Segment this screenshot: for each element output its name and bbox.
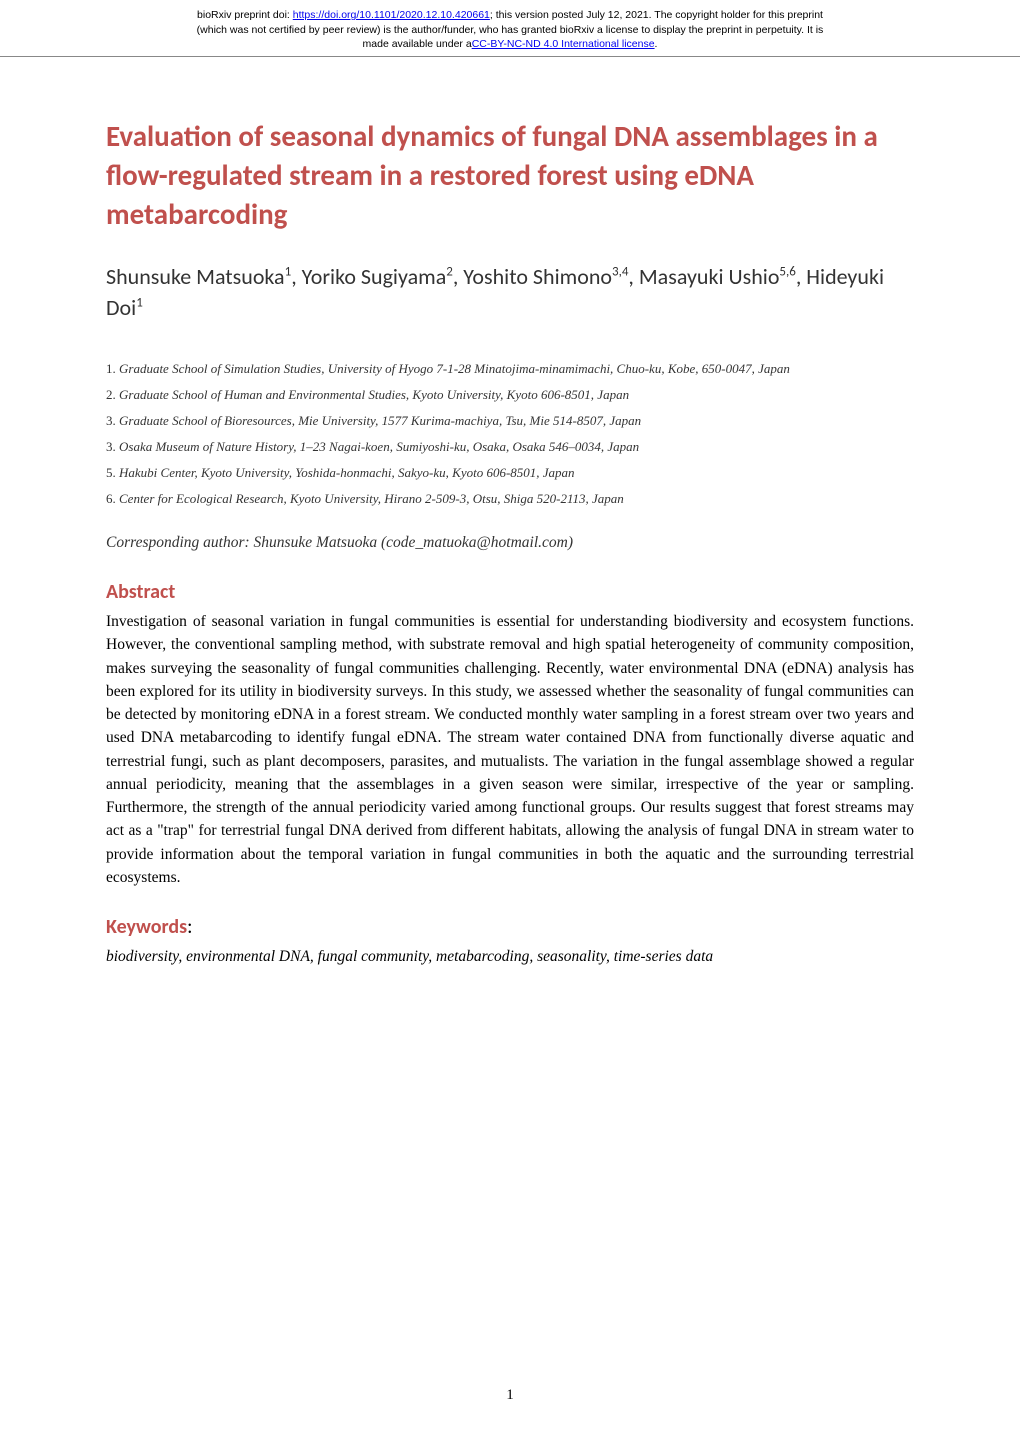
affiliation-line: 1. Graduate School of Simulation Studies… [106,356,914,382]
abstract-body: Investigation of seasonal variation in f… [106,610,914,889]
affiliation-text: Graduate School of Simulation Studies, U… [119,361,790,376]
header-line1-suffix: ; this version posted July 12, 2021. The… [490,9,823,21]
doi-link[interactable]: https://doi.org/10.1101/2020.12.10.42066… [293,9,490,21]
page-content: Evaluation of seasonal dynamics of funga… [0,57,1020,998]
affiliation-number: 3. [106,439,119,454]
keywords-colon: : [187,915,192,939]
affiliation-number: 2. [106,387,119,402]
header-line1-prefix: bioRxiv preprint doi: [197,9,293,21]
affiliation-number: 1. [106,361,119,376]
affiliation-line: 2. Graduate School of Human and Environm… [106,382,914,408]
abstract-heading: Abstract [106,580,914,604]
affiliation-text: Center for Ecological Research, Kyoto Un… [119,491,624,506]
header-line3-prefix: made available under a [363,38,472,50]
keywords-heading: Keywords: [106,915,914,939]
affiliation-line: 6. Center for Ecological Research, Kyoto… [106,486,914,512]
affiliation-number: 5. [106,465,119,480]
affiliation-text: Graduate School of Human and Environment… [119,387,629,402]
license-link[interactable]: CC-BY-NC-ND 4.0 International license [472,38,655,50]
affiliation-number: 3. [106,413,119,428]
keywords-heading-text: Keywords [106,915,187,939]
affiliation-line: 3. Graduate School of Bioresources, Mie … [106,408,914,434]
paper-title: Evaluation of seasonal dynamics of funga… [106,117,914,234]
keywords-body: biodiversity, environmental DNA, fungal … [106,945,914,968]
affiliations-list: 1. Graduate School of Simulation Studies… [106,356,914,512]
affiliation-line: 5. Hakubi Center, Kyoto University, Yosh… [106,460,914,486]
affiliation-number: 6. [106,491,119,506]
page-number: 1 [0,1387,1020,1404]
corresponding-author: Corresponding author: Shunsuke Matsuoka … [106,534,914,552]
affiliation-text: Graduate School of Bioresources, Mie Uni… [119,413,641,428]
preprint-header-notice: bioRxiv preprint doi: https://doi.org/10… [0,0,1020,57]
affiliation-text: Hakubi Center, Kyoto University, Yoshida… [119,465,575,480]
header-line3-suffix: . [655,38,658,50]
header-line2: (which was not certified by peer review)… [197,24,824,36]
authors-list: Shunsuke Matsuoka1, Yoriko Sugiyama2, Yo… [106,262,914,324]
affiliation-text: Osaka Museum of Nature History, 1–23 Nag… [119,439,639,454]
affiliation-line: 3. Osaka Museum of Nature History, 1–23 … [106,434,914,460]
